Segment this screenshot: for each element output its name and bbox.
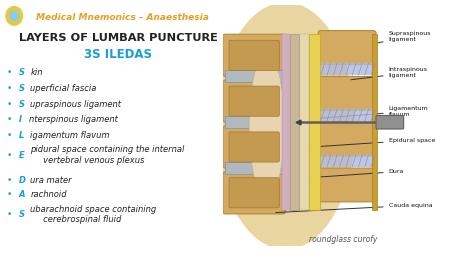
FancyBboxPatch shape bbox=[229, 40, 279, 70]
FancyBboxPatch shape bbox=[229, 178, 279, 208]
FancyBboxPatch shape bbox=[229, 86, 279, 116]
Circle shape bbox=[6, 7, 23, 25]
Text: ura mater: ura mater bbox=[30, 176, 72, 185]
Text: Epidural space: Epidural space bbox=[306, 138, 435, 147]
Text: S: S bbox=[19, 68, 25, 77]
Bar bbox=[310, 34, 320, 210]
FancyBboxPatch shape bbox=[318, 31, 376, 64]
Ellipse shape bbox=[217, 3, 355, 249]
Bar bbox=[225, 70, 283, 82]
Text: uperficial fascia: uperficial fascia bbox=[30, 84, 97, 93]
Bar bbox=[321, 155, 374, 167]
Text: Intraspinous
ligament: Intraspinous ligament bbox=[351, 67, 428, 80]
Text: L: L bbox=[19, 131, 24, 140]
Bar bbox=[321, 63, 374, 75]
FancyBboxPatch shape bbox=[376, 116, 404, 129]
Text: Medical Mnemonics – Anaesthesia: Medical Mnemonics – Anaesthesia bbox=[36, 13, 209, 22]
Bar bbox=[290, 34, 299, 210]
Text: •: • bbox=[7, 131, 12, 140]
Text: ubarachnoid space containing
     cerebrospinal fluid: ubarachnoid space containing cerebrospin… bbox=[30, 205, 156, 224]
FancyBboxPatch shape bbox=[318, 76, 376, 110]
Text: Supraspinous
ligament: Supraspinous ligament bbox=[375, 31, 431, 43]
FancyBboxPatch shape bbox=[223, 172, 285, 214]
Bar bbox=[321, 109, 374, 121]
Text: S: S bbox=[19, 100, 25, 109]
Text: E: E bbox=[19, 151, 25, 160]
FancyBboxPatch shape bbox=[318, 168, 376, 202]
FancyBboxPatch shape bbox=[318, 122, 376, 156]
Bar bbox=[300, 34, 309, 210]
Text: •: • bbox=[7, 100, 12, 109]
Text: kin: kin bbox=[30, 68, 43, 77]
Text: I: I bbox=[19, 115, 22, 124]
Text: •: • bbox=[7, 68, 12, 77]
Text: roundglass curofy: roundglass curofy bbox=[309, 235, 378, 244]
Text: igamentum flavum: igamentum flavum bbox=[30, 131, 110, 140]
Text: Ligamentum
flavum: Ligamentum flavum bbox=[317, 106, 428, 118]
Text: S: S bbox=[19, 210, 25, 219]
FancyBboxPatch shape bbox=[223, 34, 285, 76]
Text: •: • bbox=[7, 176, 12, 185]
Text: LAYERS OF LUMBAR PUNCTURE: LAYERS OF LUMBAR PUNCTURE bbox=[19, 33, 218, 43]
Text: •: • bbox=[7, 210, 12, 219]
Text: pidural space containing the internal
     vertebral venous plexus: pidural space containing the internal ve… bbox=[30, 145, 185, 165]
Text: S: S bbox=[19, 84, 25, 93]
Text: •: • bbox=[7, 151, 12, 160]
Text: nterspinous ligament: nterspinous ligament bbox=[29, 115, 118, 124]
Bar bbox=[372, 34, 377, 210]
Text: •: • bbox=[7, 115, 12, 124]
Bar bbox=[282, 34, 290, 210]
Bar bbox=[225, 162, 283, 174]
Text: rachnoid: rachnoid bbox=[30, 190, 67, 199]
Text: Dura: Dura bbox=[295, 169, 404, 179]
Bar bbox=[225, 116, 283, 128]
Text: •: • bbox=[7, 84, 12, 93]
Text: 3S ILEDAS: 3S ILEDAS bbox=[84, 48, 153, 61]
Text: A: A bbox=[19, 190, 26, 199]
Text: D: D bbox=[19, 176, 26, 185]
FancyBboxPatch shape bbox=[223, 80, 285, 122]
Text: •: • bbox=[7, 190, 12, 199]
Circle shape bbox=[10, 11, 18, 21]
Text: Cauda equina: Cauda equina bbox=[276, 203, 432, 213]
Text: upraspinous ligament: upraspinous ligament bbox=[30, 100, 121, 109]
FancyBboxPatch shape bbox=[223, 126, 285, 168]
FancyBboxPatch shape bbox=[229, 132, 279, 162]
Ellipse shape bbox=[249, 54, 284, 198]
